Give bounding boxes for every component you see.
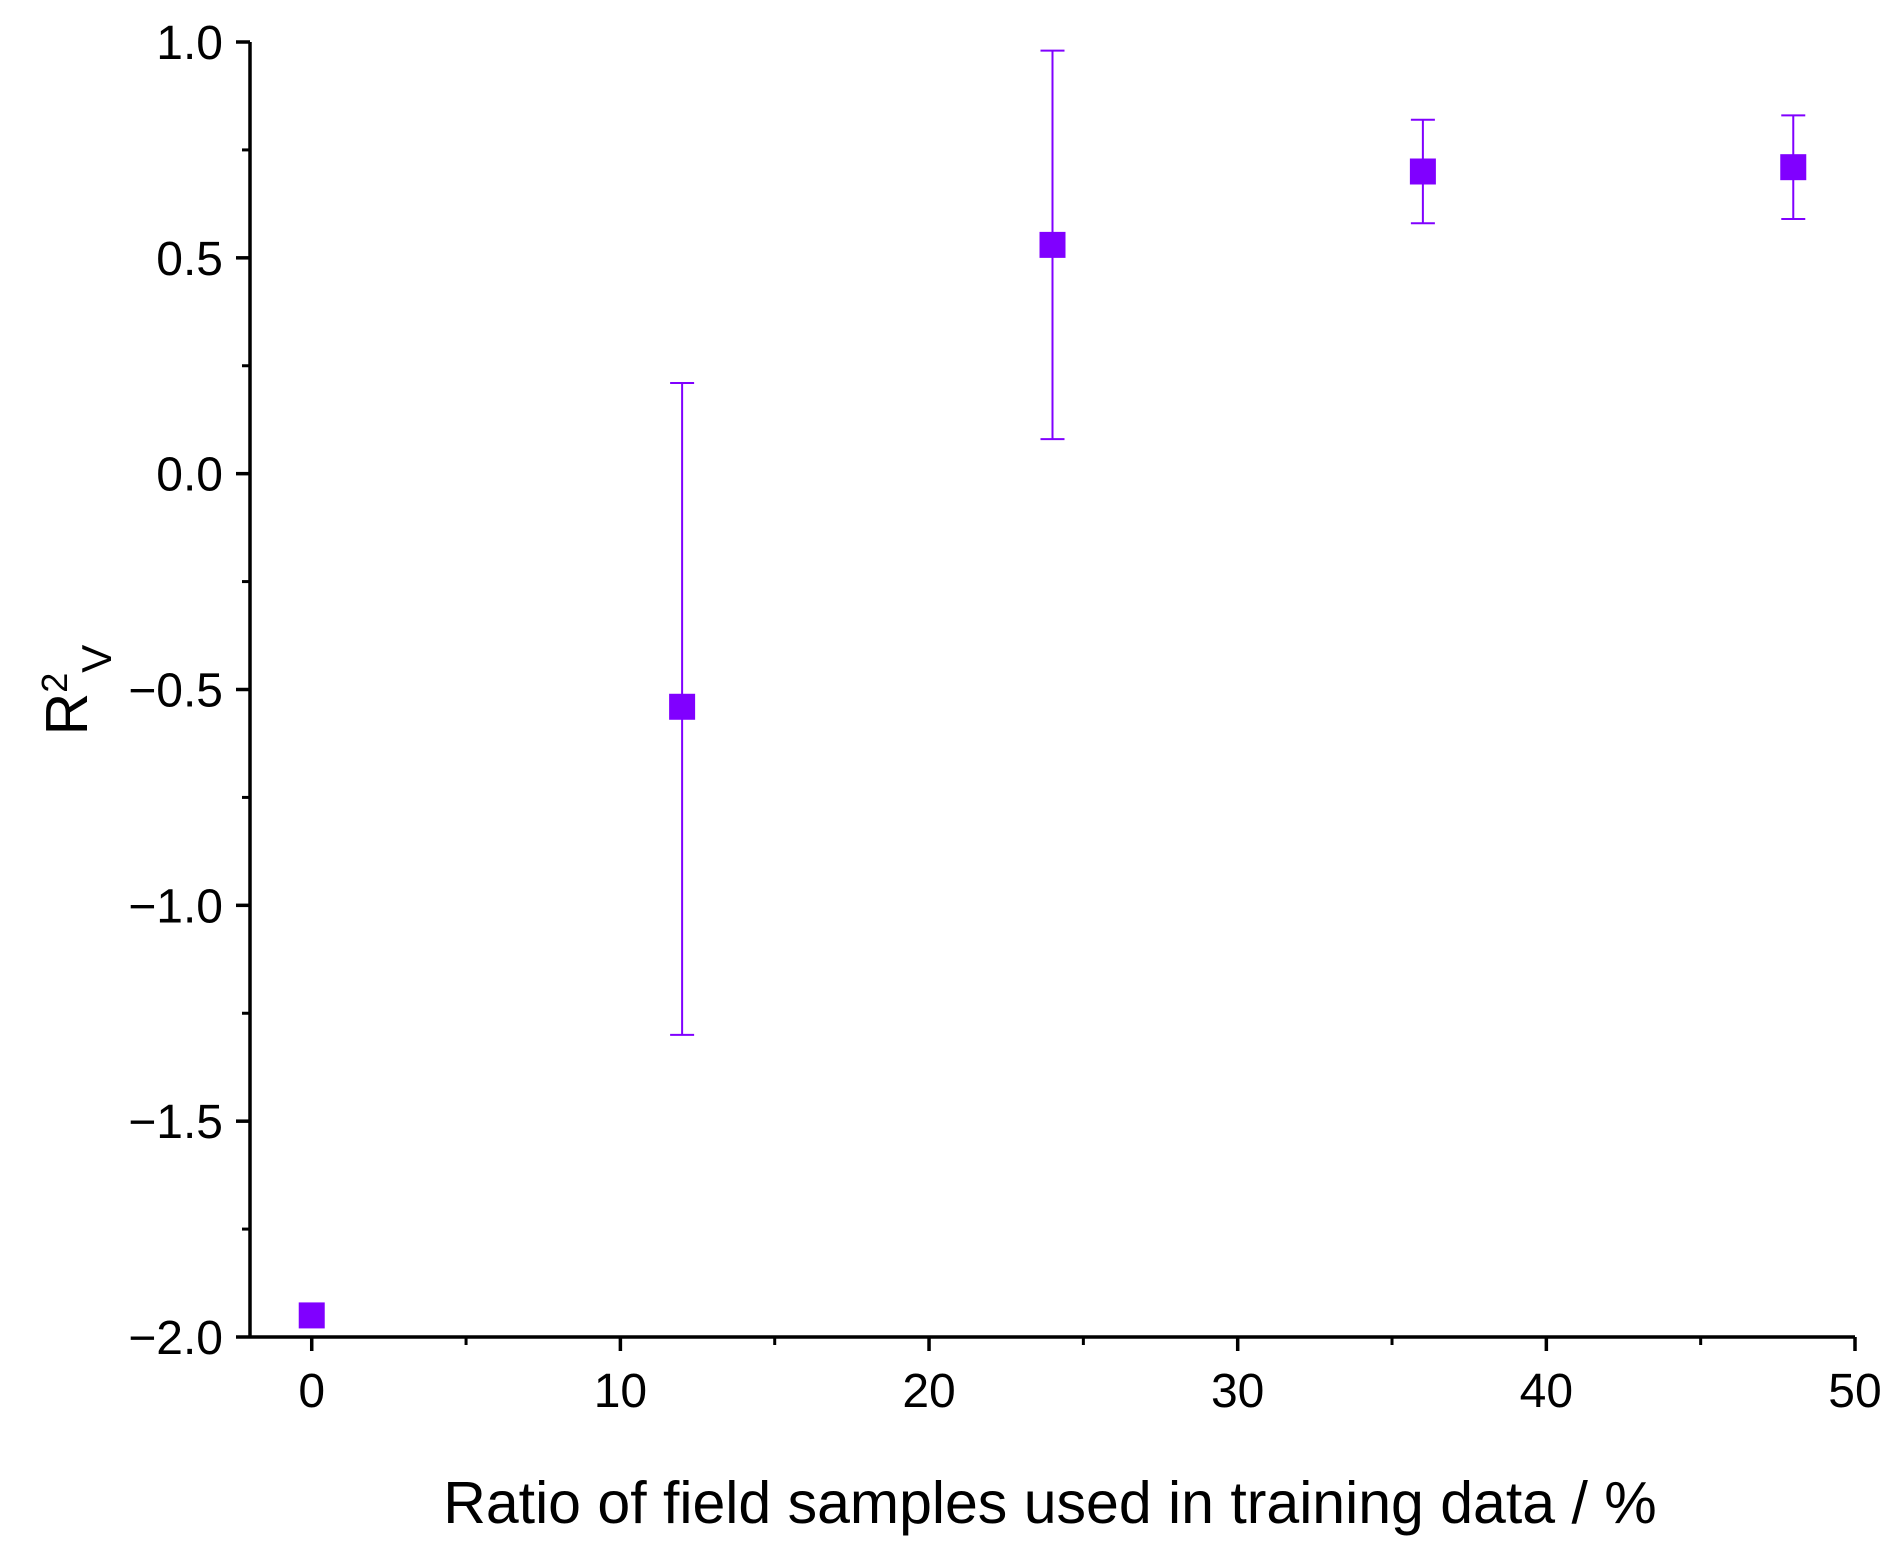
y-axis-title-subscript: V bbox=[73, 645, 120, 673]
data-point bbox=[1039, 231, 1066, 258]
data-point bbox=[669, 693, 696, 720]
y-tick-label: −0.5 bbox=[128, 665, 223, 718]
y-tick-label: 0.5 bbox=[156, 233, 223, 286]
y-tick-label: 1.0 bbox=[156, 17, 223, 70]
y-axis-title-superscript: 2 bbox=[34, 673, 75, 693]
y-tick-label: −1.5 bbox=[128, 1096, 223, 1149]
data-points bbox=[298, 154, 1807, 1329]
y-tick-label: −1.0 bbox=[128, 880, 223, 933]
error-bars bbox=[670, 49, 1806, 1036]
y-tick-label: −2.0 bbox=[128, 1312, 223, 1365]
y-tick-label: 0.0 bbox=[156, 449, 223, 502]
data-point bbox=[1780, 154, 1807, 181]
y-axis-title-base: R bbox=[34, 693, 100, 736]
data-point bbox=[1409, 158, 1436, 185]
x-tick-label: 0 bbox=[298, 1365, 325, 1418]
y-axis-title: R2V bbox=[34, 645, 120, 736]
data-point bbox=[298, 1302, 325, 1329]
x-tick-label: 40 bbox=[1520, 1365, 1573, 1418]
ticks bbox=[236, 40, 1857, 1351]
x-tick-label: 50 bbox=[1828, 1365, 1881, 1418]
x-axis-title: Ratio of field samples used in training … bbox=[443, 1470, 1656, 1536]
x-tick-label: 10 bbox=[594, 1365, 647, 1418]
x-tick-label: 20 bbox=[902, 1365, 955, 1418]
x-tick-label: 30 bbox=[1211, 1365, 1264, 1418]
tick-labels: −2.0 −1.5 −1.0 −0.5 0.0 0.5 1.0 0 10 20 30 40 50 bbox=[128, 17, 1881, 1418]
